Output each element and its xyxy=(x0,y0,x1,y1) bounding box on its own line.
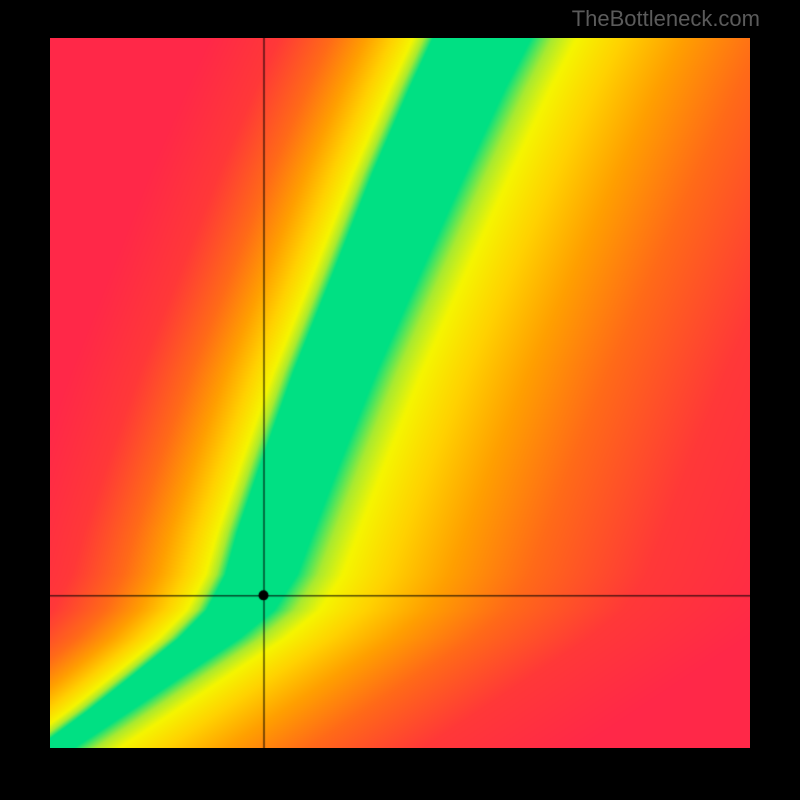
heatmap-canvas xyxy=(50,38,750,748)
bottleneck-heatmap xyxy=(50,38,750,748)
watermark-label: TheBottleneck.com xyxy=(572,6,760,32)
